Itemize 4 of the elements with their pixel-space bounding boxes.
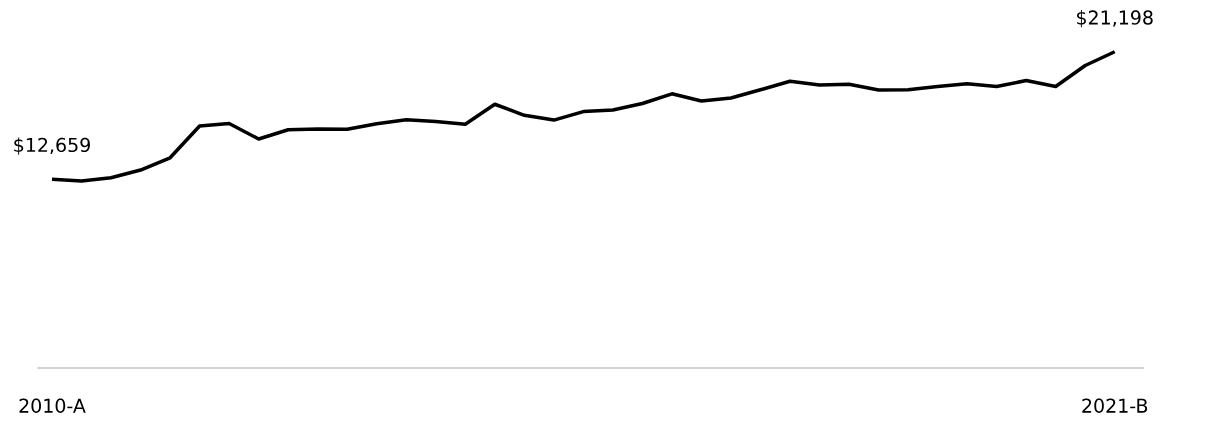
x-tick-label: 2021-B <box>1082 398 1148 413</box>
data-label: $21,198 <box>1077 10 1153 28</box>
x-tick-label: 2010-A <box>19 398 86 413</box>
data-label: $12,659 <box>14 137 90 155</box>
